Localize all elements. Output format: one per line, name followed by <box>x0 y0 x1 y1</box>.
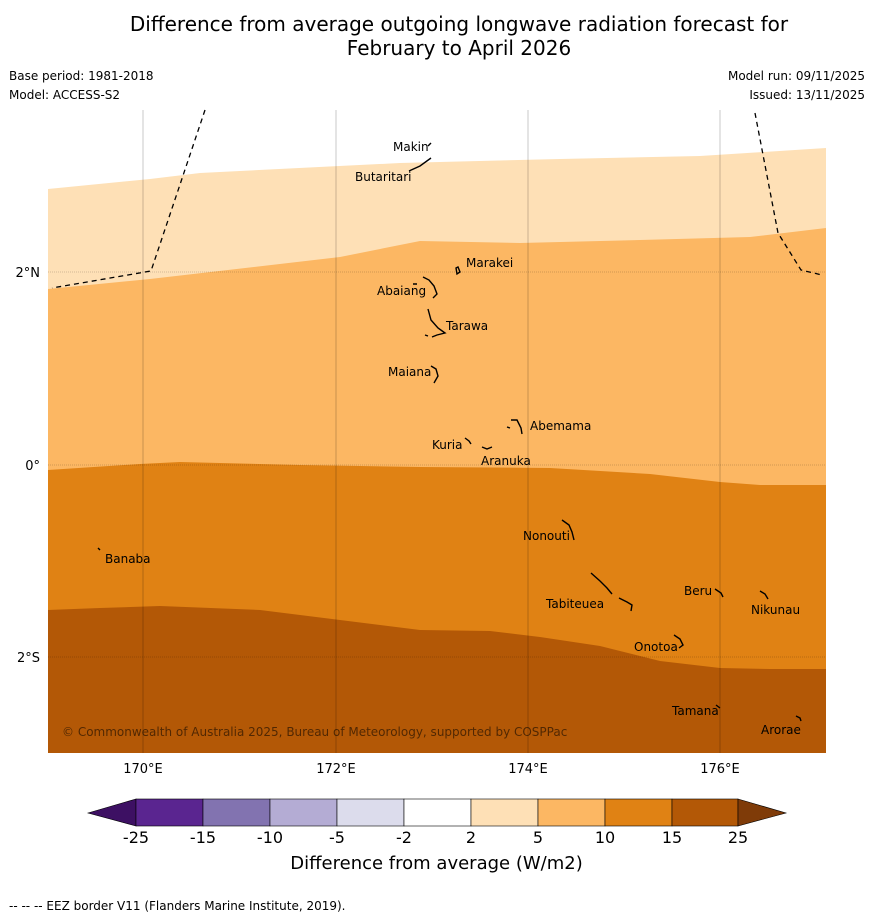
island-shapes <box>97 142 802 722</box>
island-tarawa-shape <box>424 308 447 338</box>
island-tamana-shape <box>715 704 721 709</box>
cb-tick-9: 15 <box>661 828 683 847</box>
model-name: Model: ACCESS-S2 <box>9 88 121 102</box>
island-nonouti-shape <box>561 519 575 541</box>
base-period: Base period: 1981-2018 <box>9 69 154 83</box>
band-15-25 <box>48 606 826 753</box>
island-label-kuria: Kuria <box>432 438 463 452</box>
cb-tick-5: -2 <box>396 828 412 847</box>
island-abaiang-shape <box>413 276 438 299</box>
model-run: Model run: 09/11/2025 <box>727 69 865 83</box>
colorbar-seg-7 <box>537 798 606 827</box>
island-nikunau-shape <box>759 590 769 600</box>
lat-label-2N: 2°N <box>16 266 41 281</box>
cb-tick-3: -10 <box>256 828 284 847</box>
clip-top-white <box>48 110 826 189</box>
island-label-butaritari: Butaritari <box>355 170 412 184</box>
colorbar <box>86 798 788 827</box>
cb-tick-4: -5 <box>329 828 345 847</box>
island-label-tarawa: Tarawa <box>445 319 488 333</box>
gridlines <box>48 110 826 753</box>
cb-tick-2: -15 <box>189 828 217 847</box>
island-label-tabiteuea: Tabiteuea <box>545 597 604 611</box>
island-label-nonouti: Nonouti <box>523 529 570 543</box>
colorbar-seg-low-extend <box>86 798 137 827</box>
island-abemama-shape <box>506 419 523 435</box>
island-label-arorae: Arorae <box>761 723 801 737</box>
chart-title: Difference from average outgoing longwav… <box>0 12 873 60</box>
cb-tick-6: 2 <box>465 828 477 847</box>
copyright-text: © Commonwealth of Australia 2025, Bureau… <box>62 725 567 739</box>
issued-date: Issued: 13/11/2025 <box>749 88 865 102</box>
colorbar-seg-6 <box>470 798 539 827</box>
island-label-aranuka: Aranuka <box>481 454 531 468</box>
colorbar-seg-3 <box>269 798 338 827</box>
colorbar-title: Difference from average (W/m2) <box>290 853 583 874</box>
island-aranuka-shape <box>481 446 493 450</box>
lon-label-176E: 176°E <box>700 762 740 777</box>
eez-footer-note: -- -- -- EEZ border V11 (Flanders Marine… <box>9 899 346 913</box>
island-label-tamana: Tamana <box>671 704 719 718</box>
colorbar-seg-high-extend <box>737 798 788 827</box>
title-line-1: Difference from average outgoing longwav… <box>129 12 789 36</box>
island-makin-shape <box>427 142 432 147</box>
island-label-makin: Makin <box>393 140 429 154</box>
colorbar-seg-2 <box>202 798 271 827</box>
island-onotoa-shape <box>673 634 684 649</box>
meta-right: Model run: 09/11/2025 Issued: 13/11/2025 <box>728 67 865 105</box>
island-label-banaba: Banaba <box>105 552 151 566</box>
title-line-2: February to April 2026 <box>346 36 572 60</box>
island-beru-shape <box>714 588 724 598</box>
colorbar-seg-8 <box>604 798 673 827</box>
lat-label-2S: 2°S <box>17 651 40 666</box>
colorbar-seg-4 <box>336 798 405 827</box>
cb-tick-7: 5 <box>532 828 544 847</box>
island-label-beru: Beru <box>684 584 712 598</box>
eez-borders <box>51 109 823 289</box>
cb-tick-8: 10 <box>594 828 616 847</box>
lon-label-170E: 170°E <box>123 762 163 777</box>
colorbar-seg-1 <box>135 798 204 827</box>
island-label-maiana: Maiana <box>388 365 431 379</box>
island-kuria-shape <box>464 437 472 445</box>
island-marakei-shape <box>455 266 461 276</box>
island-label-marakei: Marakei <box>466 256 513 270</box>
cb-tick-10: 25 <box>727 828 749 847</box>
island-label-abaiang: Abaiang <box>377 284 426 298</box>
meta-left: Base period: 1981-2018 Model: ACCESS-S2 <box>9 67 154 105</box>
island-label-abemama: Abemama <box>530 419 591 433</box>
lon-label-174E: 174°E <box>508 762 548 777</box>
lat-label-0: 0° <box>25 459 40 474</box>
lon-label-172E: 172°E <box>316 762 356 777</box>
island-label-onotoa: Onotoa <box>634 640 678 654</box>
island-tabiteuea-shape <box>590 572 633 612</box>
cb-tick-1: -25 <box>122 828 150 847</box>
island-arorae-shape <box>795 715 802 722</box>
island-label-nikunau: Nikunau <box>751 603 800 617</box>
island-butaritari-shape <box>408 157 432 172</box>
island-maiana-shape <box>430 365 439 384</box>
eez-west <box>51 109 206 289</box>
colorbar-seg-5 <box>403 798 472 827</box>
island-banaba-shape <box>97 547 101 551</box>
colorbar-seg-9 <box>671 798 739 827</box>
